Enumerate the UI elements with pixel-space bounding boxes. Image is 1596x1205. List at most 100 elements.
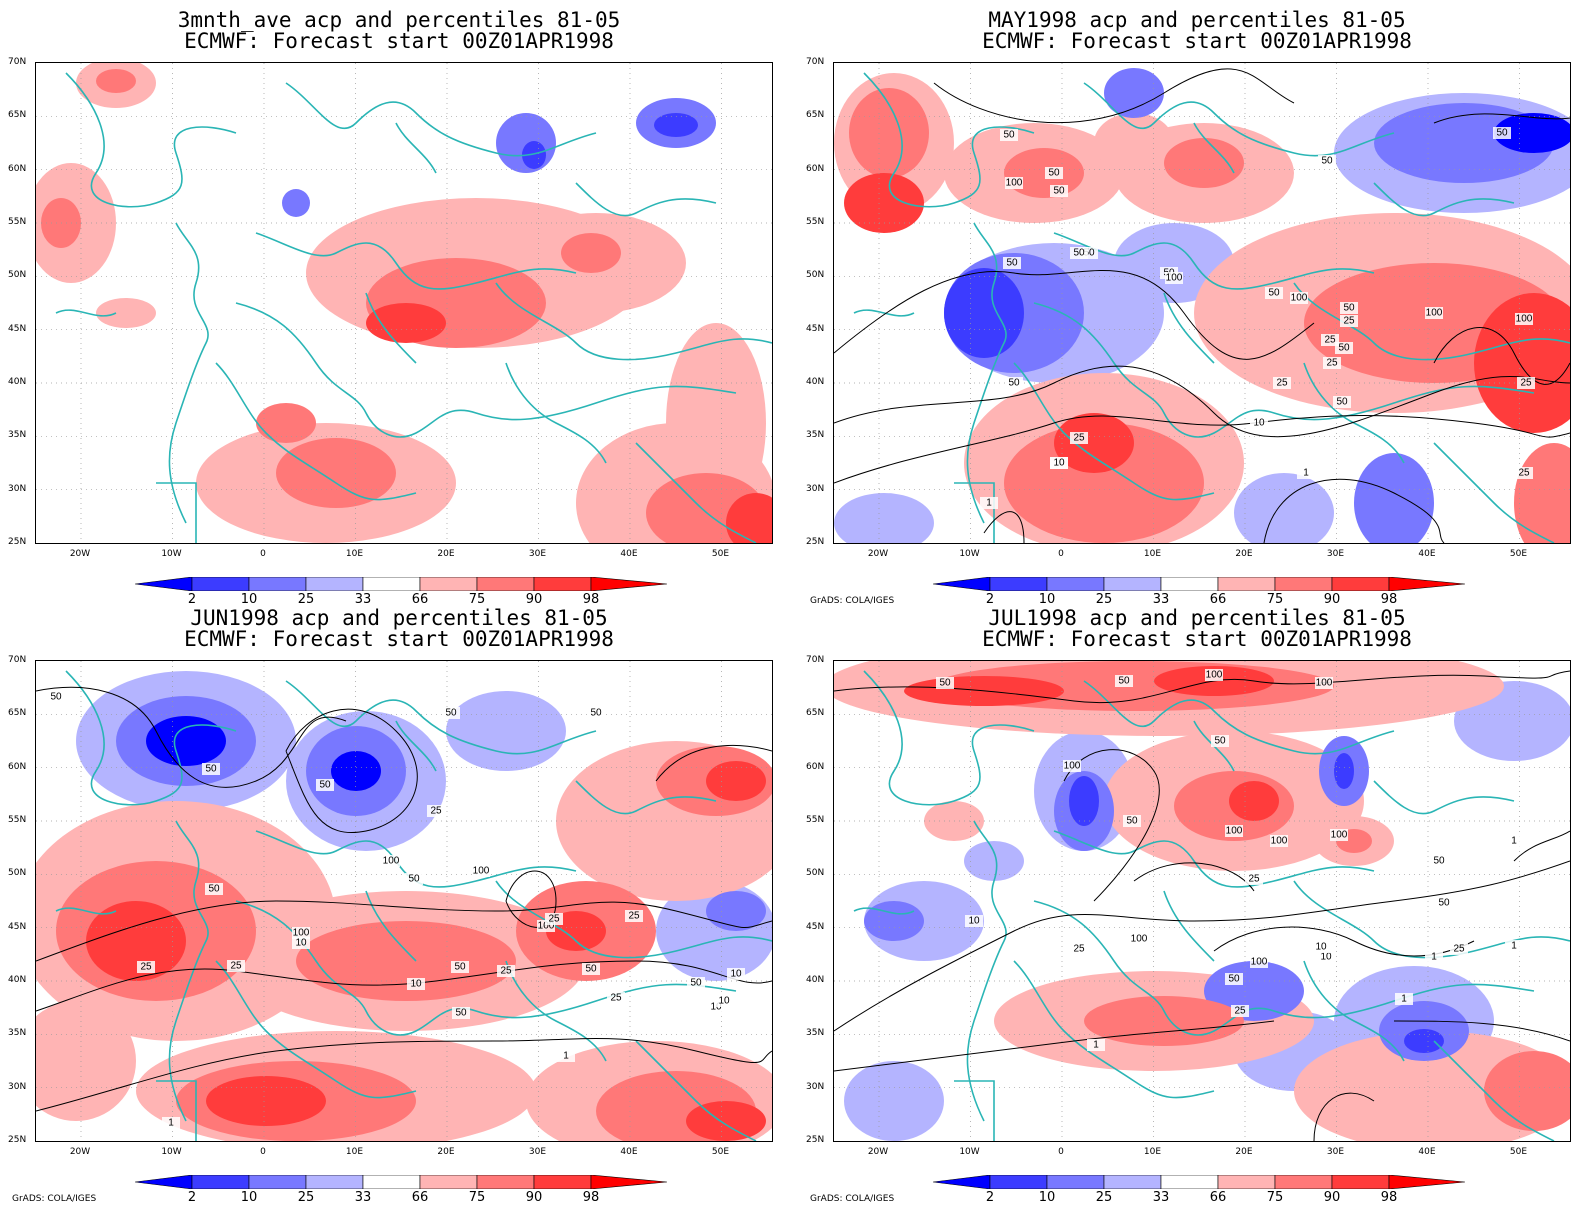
colorbar-segment <box>1217 1174 1276 1190</box>
colorbar-label: 33 <box>1152 1190 1170 1205</box>
colorbar-label: 66 <box>1209 592 1227 607</box>
longitude-label: 50E <box>711 549 730 559</box>
contour-lines: 5050505050100505010050100502525501001002… <box>834 68 1570 543</box>
shaded-region <box>1104 68 1164 118</box>
panel-subtitle: ECMWF: Forecast start 00Z01APR1998 <box>982 29 1412 53</box>
contour-label: 50 <box>1214 736 1226 747</box>
colorbar-label: 2 <box>187 592 197 607</box>
contour-label: 25 <box>1343 316 1355 327</box>
colorbar-label: 75 <box>1266 592 1284 607</box>
shaded-region <box>654 113 698 137</box>
shaded-region <box>1084 996 1244 1046</box>
colorbar-label: 66 <box>1209 1190 1227 1205</box>
colorbar-segment <box>1331 1174 1390 1190</box>
contour-label: 1 <box>168 1118 174 1129</box>
latitude-label: 55N <box>8 217 27 227</box>
colorbar-label: 66 <box>411 592 429 607</box>
shaded-region <box>666 323 766 523</box>
contour-label: 50 <box>1126 816 1138 827</box>
colorbar-segment <box>1331 576 1390 592</box>
colorbar-segment <box>362 1174 421 1190</box>
shaded-region <box>864 901 924 941</box>
latitude-label: 40N <box>8 975 27 985</box>
colorbar-label: 2 <box>187 1190 197 1205</box>
colorbar-segment <box>305 576 364 592</box>
contour-label: 25 <box>1326 358 1338 369</box>
longitude-label: 30E <box>1326 549 1345 559</box>
longitude-label: 20E <box>437 549 455 559</box>
shaded-region <box>1229 781 1279 821</box>
contour-label: 25 <box>1248 874 1260 885</box>
colorbar-segment <box>305 1174 364 1190</box>
latitude-label: 25N <box>8 1135 27 1145</box>
latitude-label: 55N <box>806 217 825 227</box>
contour-label: 50 <box>1003 130 1015 141</box>
colorbar-label: 33 <box>354 592 372 607</box>
map-plot <box>35 62 773 544</box>
contour-label: 1 <box>563 1051 569 1062</box>
colorbar-label: 10 <box>1038 1190 1056 1205</box>
contour-label: 50 <box>1321 156 1333 167</box>
contour-label: 10 <box>718 996 730 1007</box>
longitude-label: 50E <box>711 1147 730 1157</box>
map-canvas <box>36 63 772 543</box>
latitude-label: 60N <box>806 761 825 772</box>
contour-label: 25 <box>1520 378 1532 389</box>
contour-label: 100 <box>1131 934 1148 945</box>
shaded-region <box>834 493 934 543</box>
latitude-label: 65N <box>806 708 825 719</box>
contour-label: 10 <box>410 979 422 990</box>
colorbar-segment <box>419 1174 478 1190</box>
contour-label: 50 <box>585 964 597 975</box>
gridlines <box>834 661 1570 1141</box>
contour-label: 25 <box>430 806 442 817</box>
contour-label: 100 <box>1251 957 1268 968</box>
colorbar <box>134 1174 668 1190</box>
colorbar-segment <box>932 576 991 592</box>
shaded-region <box>1164 138 1244 188</box>
latitude-label: 70N <box>8 57 27 67</box>
colorbar-segment <box>134 1174 193 1190</box>
shaded-region <box>296 921 516 1001</box>
colorbar-label: 90 <box>1323 592 1341 607</box>
colorbar-label: 10 <box>240 592 258 607</box>
contour-label: 50 <box>590 708 602 719</box>
panel-subtitle: ECMWF: Forecast start 00Z01APR1998 <box>982 627 1412 651</box>
contour-lines: 50 50 100 100 50 100 50 100 100 100 50 25 10 25 100 50 1… <box>834 669 1570 1141</box>
contour-label: 25 <box>1518 468 1530 479</box>
latitude-label: 35N <box>806 430 825 441</box>
colorbar-label: 75 <box>1266 1190 1284 1205</box>
coastlines <box>55 72 772 543</box>
contour-label: 50 <box>319 780 331 791</box>
latitude-label: 35N <box>806 1028 825 1039</box>
shaded-region <box>146 716 226 766</box>
contour-label: 100 <box>1316 678 1333 689</box>
shaded-region <box>964 841 1024 881</box>
contour-label: 25 <box>1073 944 1085 955</box>
latitude-label: 30N <box>8 1081 27 1092</box>
latitude-label: 30N <box>806 1081 825 1092</box>
contour-label: 100 <box>1226 826 1243 837</box>
shaded-region <box>282 189 310 217</box>
shaded-region <box>1069 776 1099 826</box>
contour-label: 1 <box>1093 1040 1099 1051</box>
contour-label: 50 <box>445 708 457 719</box>
contour-label: 1 <box>986 498 992 509</box>
colorbar <box>134 576 668 592</box>
shaded-region <box>1234 473 1334 543</box>
gridlines <box>36 63 772 543</box>
shaded-region <box>706 761 766 801</box>
colorbar-segment <box>1046 576 1105 592</box>
colorbar-segment <box>1160 1174 1219 1190</box>
shaded-region <box>844 173 924 233</box>
contour-label: 1 <box>1303 468 1309 479</box>
longitude-label: 20E <box>437 1147 455 1157</box>
colorbar-segment <box>419 576 478 592</box>
contour-label: 25 <box>1324 335 1336 346</box>
longitude-label: 10E <box>1143 549 1162 559</box>
contour-label: 50 <box>939 678 951 689</box>
contour-label: 1 <box>1511 836 1517 847</box>
contour-label: 50 <box>1336 397 1348 408</box>
contour-label: 100 <box>538 921 555 932</box>
